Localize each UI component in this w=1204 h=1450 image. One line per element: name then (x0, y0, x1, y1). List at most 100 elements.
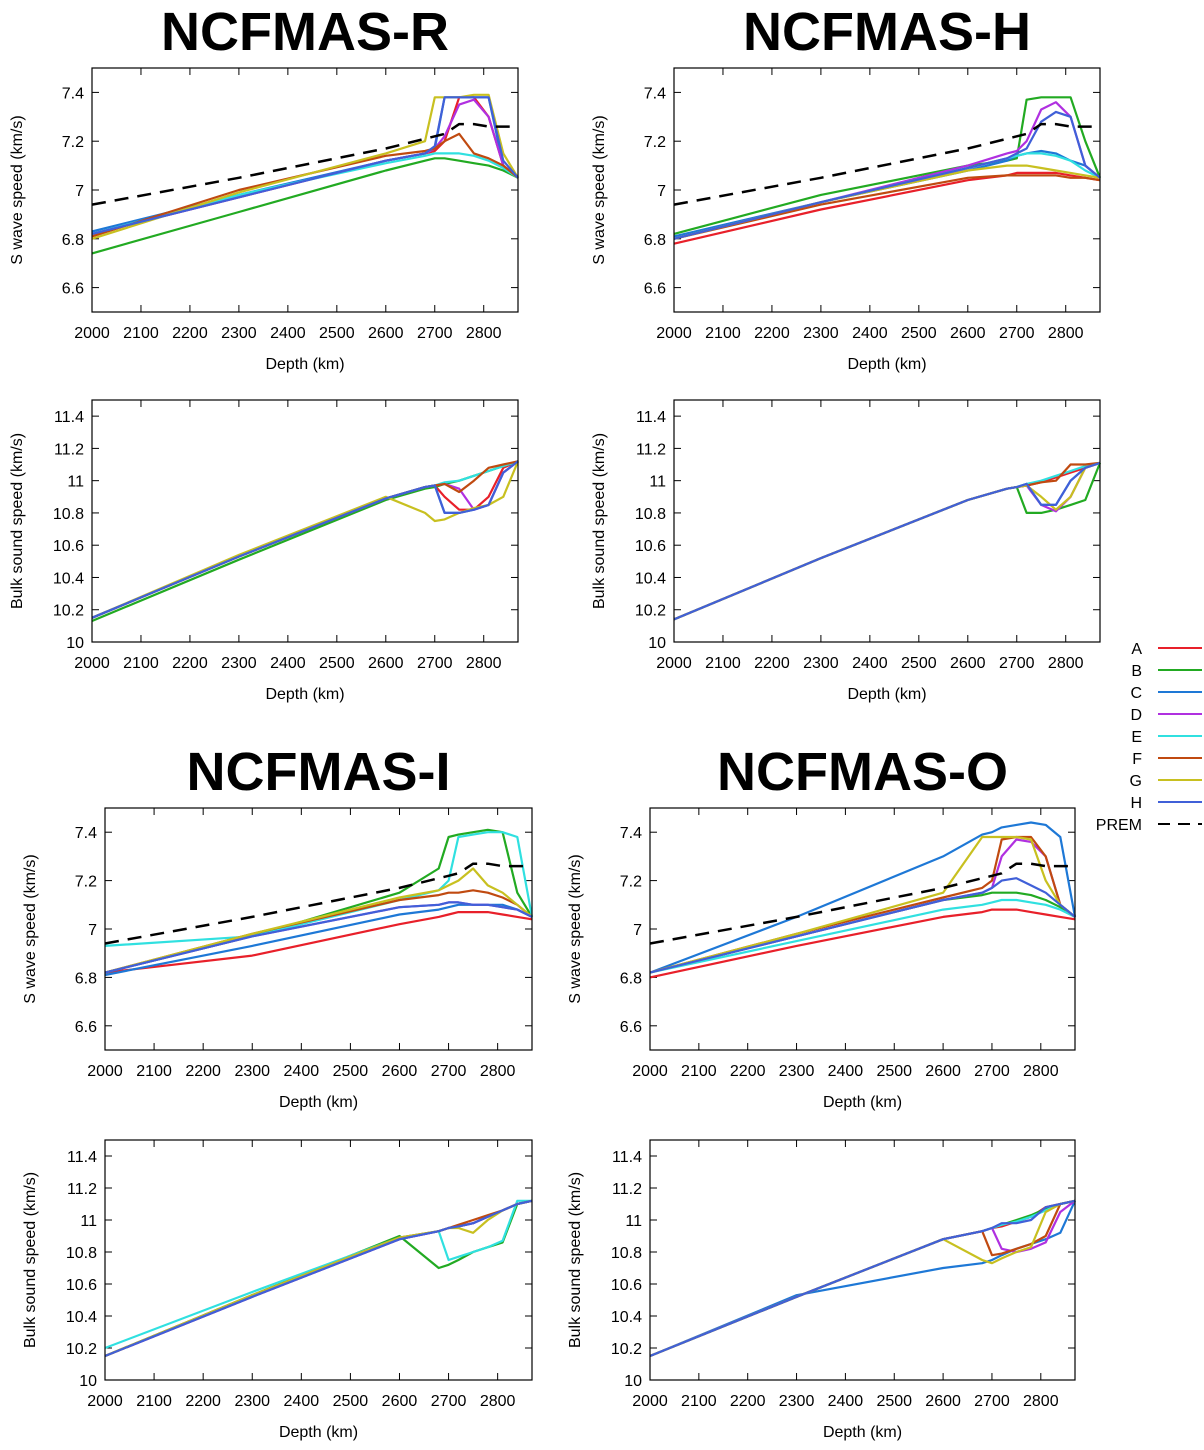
x-tick-label: 2400 (284, 1063, 320, 1080)
y-tick-label: 10.8 (66, 1245, 97, 1262)
y-tick-label: 11 (67, 474, 84, 491)
x-tick-label: 2800 (466, 325, 502, 342)
x-tick-label: 2400 (828, 1393, 864, 1410)
y-tick-label: 7.2 (75, 874, 97, 891)
y-tick-label: 10.2 (611, 1341, 642, 1358)
data-line (91, 98, 519, 235)
x-axis-label: Depth (km) (279, 1094, 358, 1111)
y-tick-label: 7.4 (644, 85, 666, 102)
panel: NCFMAS-O 2000 2100 2200 2300 2400 2500 2600 2700… (567, 742, 1077, 1111)
data-line (649, 821, 1077, 974)
chart-title: NCFMAS-H (743, 2, 1031, 62)
x-tick-label: 2400 (852, 655, 888, 672)
x-axis-label: Depth (km) (265, 686, 344, 703)
x-tick-label: 2100 (681, 1393, 717, 1410)
x-tick-label: 2500 (901, 655, 937, 672)
x-tick-label: 2000 (632, 1063, 668, 1080)
y-tick-label: 11.4 (54, 409, 84, 426)
data-line (673, 461, 1101, 621)
y-tick-label: 7 (657, 183, 666, 200)
x-tick-label: 2600 (382, 1063, 418, 1080)
data-line (649, 862, 1075, 945)
y-tick-label: 6.8 (644, 232, 666, 249)
x-tick-label: 2800 (1023, 1063, 1059, 1080)
data-line (649, 898, 1076, 974)
chart-title: NCFMAS-O (717, 742, 1008, 802)
x-tick-label: 2200 (754, 325, 790, 342)
x-tick-label: 2600 (368, 325, 404, 342)
panel: NCFMAS-H 2000 2100 2200 2300 2400 2500 2600 2700… (591, 2, 1102, 373)
y-tick-label: 6.8 (620, 970, 642, 987)
x-tick-label: 2600 (925, 1063, 961, 1080)
legend-label: A (1131, 641, 1142, 658)
plot-frame (91, 67, 519, 313)
x-tick-label: 2300 (779, 1393, 815, 1410)
y-axis-label: Bulk sound speed (km/s) (22, 1172, 39, 1348)
x-tick-label: 2200 (185, 1393, 221, 1410)
x-axis-label: Depth (km) (265, 356, 344, 373)
y-axis-label: S wave speed (km/s) (567, 854, 584, 1003)
y-tick-label: 11.4 (612, 1149, 642, 1166)
y-axis-label: Bulk sound speed (km/s) (591, 433, 608, 609)
x-tick-label: 2200 (172, 655, 208, 672)
x-tick-label: 2200 (730, 1393, 766, 1410)
x-tick-label: 2100 (136, 1063, 172, 1080)
x-tick-label: 2700 (431, 1063, 467, 1080)
y-tick-label: 7.4 (62, 85, 84, 102)
data-line (649, 835, 1076, 974)
x-tick-label: 2400 (852, 325, 888, 342)
panel: NCFMAS-R 2000 2100 2200 2300 2400 2500 2600 2700… (9, 2, 519, 373)
y-tick-label: 10.4 (635, 570, 666, 587)
data-line (104, 1199, 533, 1358)
x-tick-label: 2400 (270, 325, 306, 342)
y-tick-label: 10.6 (53, 538, 84, 555)
data-line (649, 1200, 1076, 1358)
data-line (673, 164, 1101, 240)
x-tick-label: 2400 (828, 1063, 864, 1080)
x-tick-label: 2700 (974, 1393, 1010, 1410)
y-tick-label: 6.6 (62, 281, 84, 298)
legend-label: B (1131, 663, 1142, 680)
x-tick-label: 2800 (1023, 1393, 1059, 1410)
y-tick-label: 10 (624, 1373, 642, 1390)
y-tick-label: 10.2 (66, 1341, 97, 1358)
y-axis-label: S wave speed (km/s) (9, 115, 26, 264)
x-tick-label: 2200 (754, 655, 790, 672)
data-line (673, 461, 1101, 621)
legend-label: H (1130, 795, 1142, 812)
legend-label: C (1130, 685, 1142, 702)
x-tick-label: 2300 (803, 655, 839, 672)
legend-label: PREM (1096, 817, 1142, 834)
x-tick-label: 2600 (368, 655, 404, 672)
x-tick-label: 2600 (950, 655, 986, 672)
data-line (104, 867, 533, 974)
y-tick-label: 10.8 (635, 506, 666, 523)
x-tick-label: 2000 (656, 325, 692, 342)
legend-label: D (1130, 707, 1142, 724)
x-tick-label: 2500 (333, 1393, 369, 1410)
x-tick-label: 2500 (876, 1063, 912, 1080)
data-line (104, 889, 533, 974)
y-tick-label: 6.6 (75, 1019, 97, 1036)
data-line (649, 838, 1076, 974)
x-tick-label: 2100 (123, 655, 159, 672)
data-line (673, 461, 1101, 621)
panel: 2000 2100 2200 2300 2400 2500 2600 2700 2800 10 10… (9, 399, 520, 703)
x-tick-label: 2100 (123, 325, 159, 342)
x-tick-label: 2400 (284, 1393, 320, 1410)
y-tick-label: 11.4 (67, 1149, 97, 1166)
data-line (673, 461, 1101, 621)
x-axis-label: Depth (km) (847, 356, 926, 373)
y-tick-label: 10.6 (611, 1277, 642, 1294)
y-tick-label: 6.8 (75, 970, 97, 987)
data-line (91, 132, 519, 238)
y-tick-label: 10.2 (53, 603, 84, 620)
x-axis-label: Depth (km) (847, 686, 926, 703)
plot-frame (104, 807, 533, 1051)
y-tick-label: 7.2 (620, 874, 642, 891)
x-tick-label: 2100 (681, 1063, 717, 1080)
plot-frame (673, 399, 1101, 643)
x-tick-label: 2300 (234, 1393, 270, 1410)
y-axis-label: S wave speed (km/s) (591, 115, 608, 264)
